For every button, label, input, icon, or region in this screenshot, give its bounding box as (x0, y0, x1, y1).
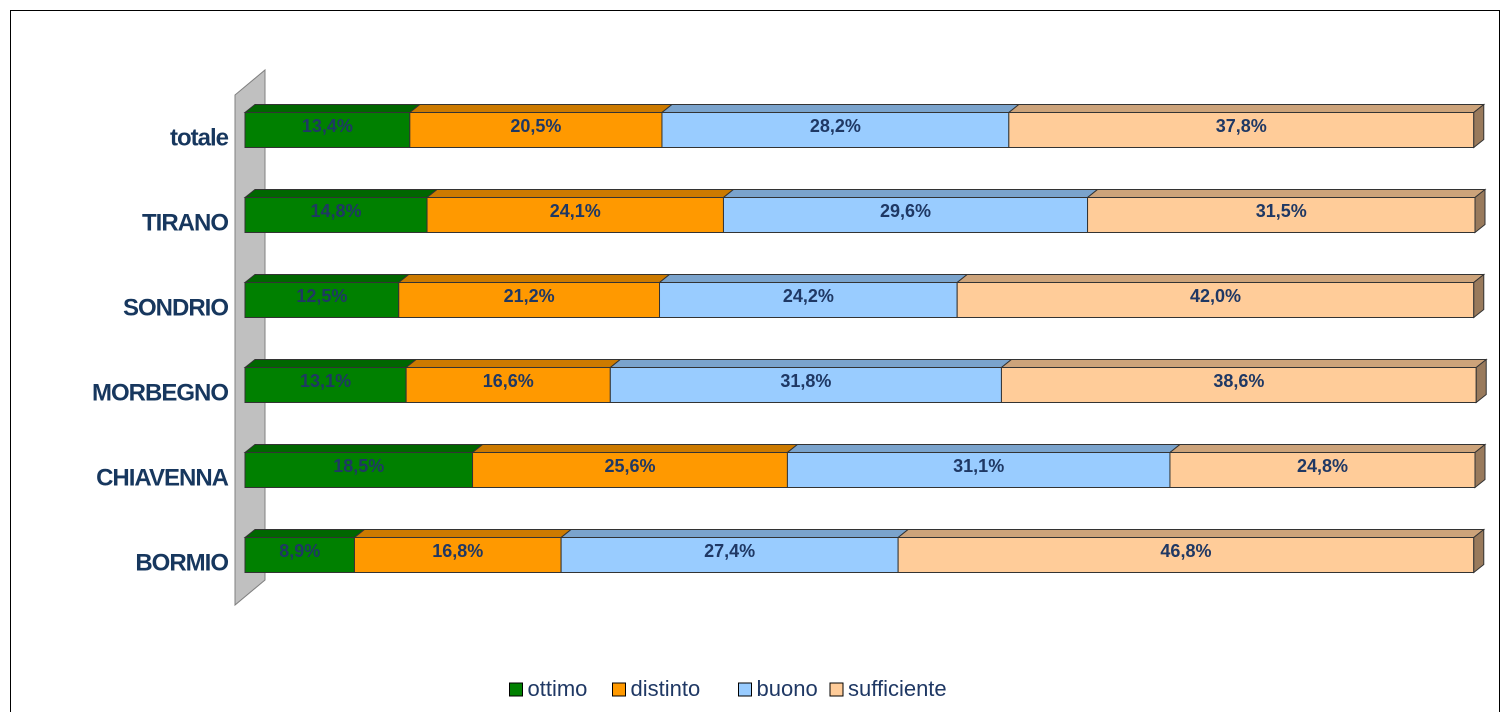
data-label: 25,6% (604, 456, 655, 476)
bar-top-face (896, 529, 1486, 538)
bar-top-face (471, 444, 799, 453)
bar-top-face (1168, 444, 1487, 453)
bar-top-face (408, 104, 674, 113)
bar-segment (398, 282, 661, 318)
legend-swatch (738, 682, 752, 697)
legend-label: distinto (631, 676, 701, 701)
data-label: 27,4% (704, 541, 755, 561)
bar-top-face (425, 189, 735, 198)
data-label: 16,8% (432, 541, 483, 561)
data-label: 31,5% (1256, 201, 1307, 221)
bar-segment (786, 452, 1171, 488)
legend-label: sufficiente (848, 676, 947, 701)
bar-segment (956, 282, 1475, 318)
bar-side-face (1474, 443, 1486, 489)
data-label: 31,8% (780, 371, 831, 391)
data-label: 42,0% (1190, 286, 1241, 306)
bar-top-face (1000, 359, 1488, 368)
data-label: 24,8% (1297, 456, 1348, 476)
bar-top-face (559, 529, 910, 538)
legend-swatch (829, 682, 844, 697)
bar-top-face (658, 274, 969, 283)
bar-top-face (955, 274, 1486, 283)
bar-top-face (660, 104, 1021, 113)
data-label: 13,4% (302, 116, 353, 136)
bar-side-face (1475, 358, 1487, 404)
bar-segment (409, 112, 663, 148)
data-label: 31,1% (953, 456, 1004, 476)
data-label: 16,6% (483, 371, 534, 391)
data-label: 14,8% (310, 201, 361, 221)
data-label: 46,8% (1160, 541, 1211, 561)
axis-wall (234, 68, 266, 607)
data-label: 37,8% (1216, 116, 1267, 136)
legend-swatch (612, 682, 626, 697)
bar-top-face (786, 444, 1182, 453)
bar-segment (244, 197, 428, 233)
bar-side-face (1473, 528, 1485, 574)
bar-segment (244, 367, 407, 403)
bar-segment (472, 452, 788, 488)
bar-segment (1169, 452, 1476, 488)
bar-top-face (243, 189, 439, 198)
bar-segment (661, 112, 1010, 148)
bar-top-face (243, 444, 484, 453)
bar-top-face (608, 359, 1013, 368)
category-label: SONDRIO (123, 294, 228, 321)
data-label: 12,5% (296, 286, 347, 306)
bar-top-face (243, 104, 422, 113)
bar-side-face (1474, 188, 1486, 234)
bar-segment (426, 197, 724, 233)
bar-segment (244, 537, 355, 573)
bar-segment (1008, 112, 1475, 148)
data-label: 21,2% (504, 286, 555, 306)
data-label: 24,1% (550, 201, 601, 221)
bar-top-face (1007, 104, 1486, 113)
data-label: 8,9% (279, 541, 320, 561)
bar-top-face (243, 359, 418, 368)
data-label: 38,6% (1213, 371, 1264, 391)
legend-label: ottimo (528, 676, 588, 701)
data-label: 28,2% (810, 116, 861, 136)
bar-segment (897, 537, 1475, 573)
bar-top-face (1086, 189, 1487, 198)
category-label: BORMIO (135, 549, 228, 576)
category-label: MORBEGNO (92, 379, 228, 406)
bar-top-face (404, 359, 622, 368)
category-label: CHIAVENNA (96, 464, 229, 491)
bar-top-face (397, 274, 671, 283)
data-label: 20,5% (510, 116, 561, 136)
bar-segment (244, 282, 400, 318)
category-label: TIRANO (142, 209, 228, 236)
bar-segment (244, 112, 411, 148)
bar-top-face (722, 189, 1099, 198)
data-label: 29,6% (880, 201, 931, 221)
data-label: 18,5% (333, 456, 384, 476)
data-label: 24,2% (783, 286, 834, 306)
bar-top-face (353, 529, 573, 538)
bar-segment (405, 367, 611, 403)
data-label: 13,1% (300, 371, 351, 391)
bar-side-face (1473, 273, 1485, 319)
legend-label: buono (757, 676, 818, 701)
bar-top-face (243, 529, 366, 538)
category-label: totale (170, 124, 229, 151)
bar-side-face (1473, 103, 1485, 149)
legend-swatch (509, 682, 523, 697)
bar-segment (353, 537, 562, 573)
bar-segment (659, 282, 958, 318)
bar-top-face (243, 274, 411, 283)
